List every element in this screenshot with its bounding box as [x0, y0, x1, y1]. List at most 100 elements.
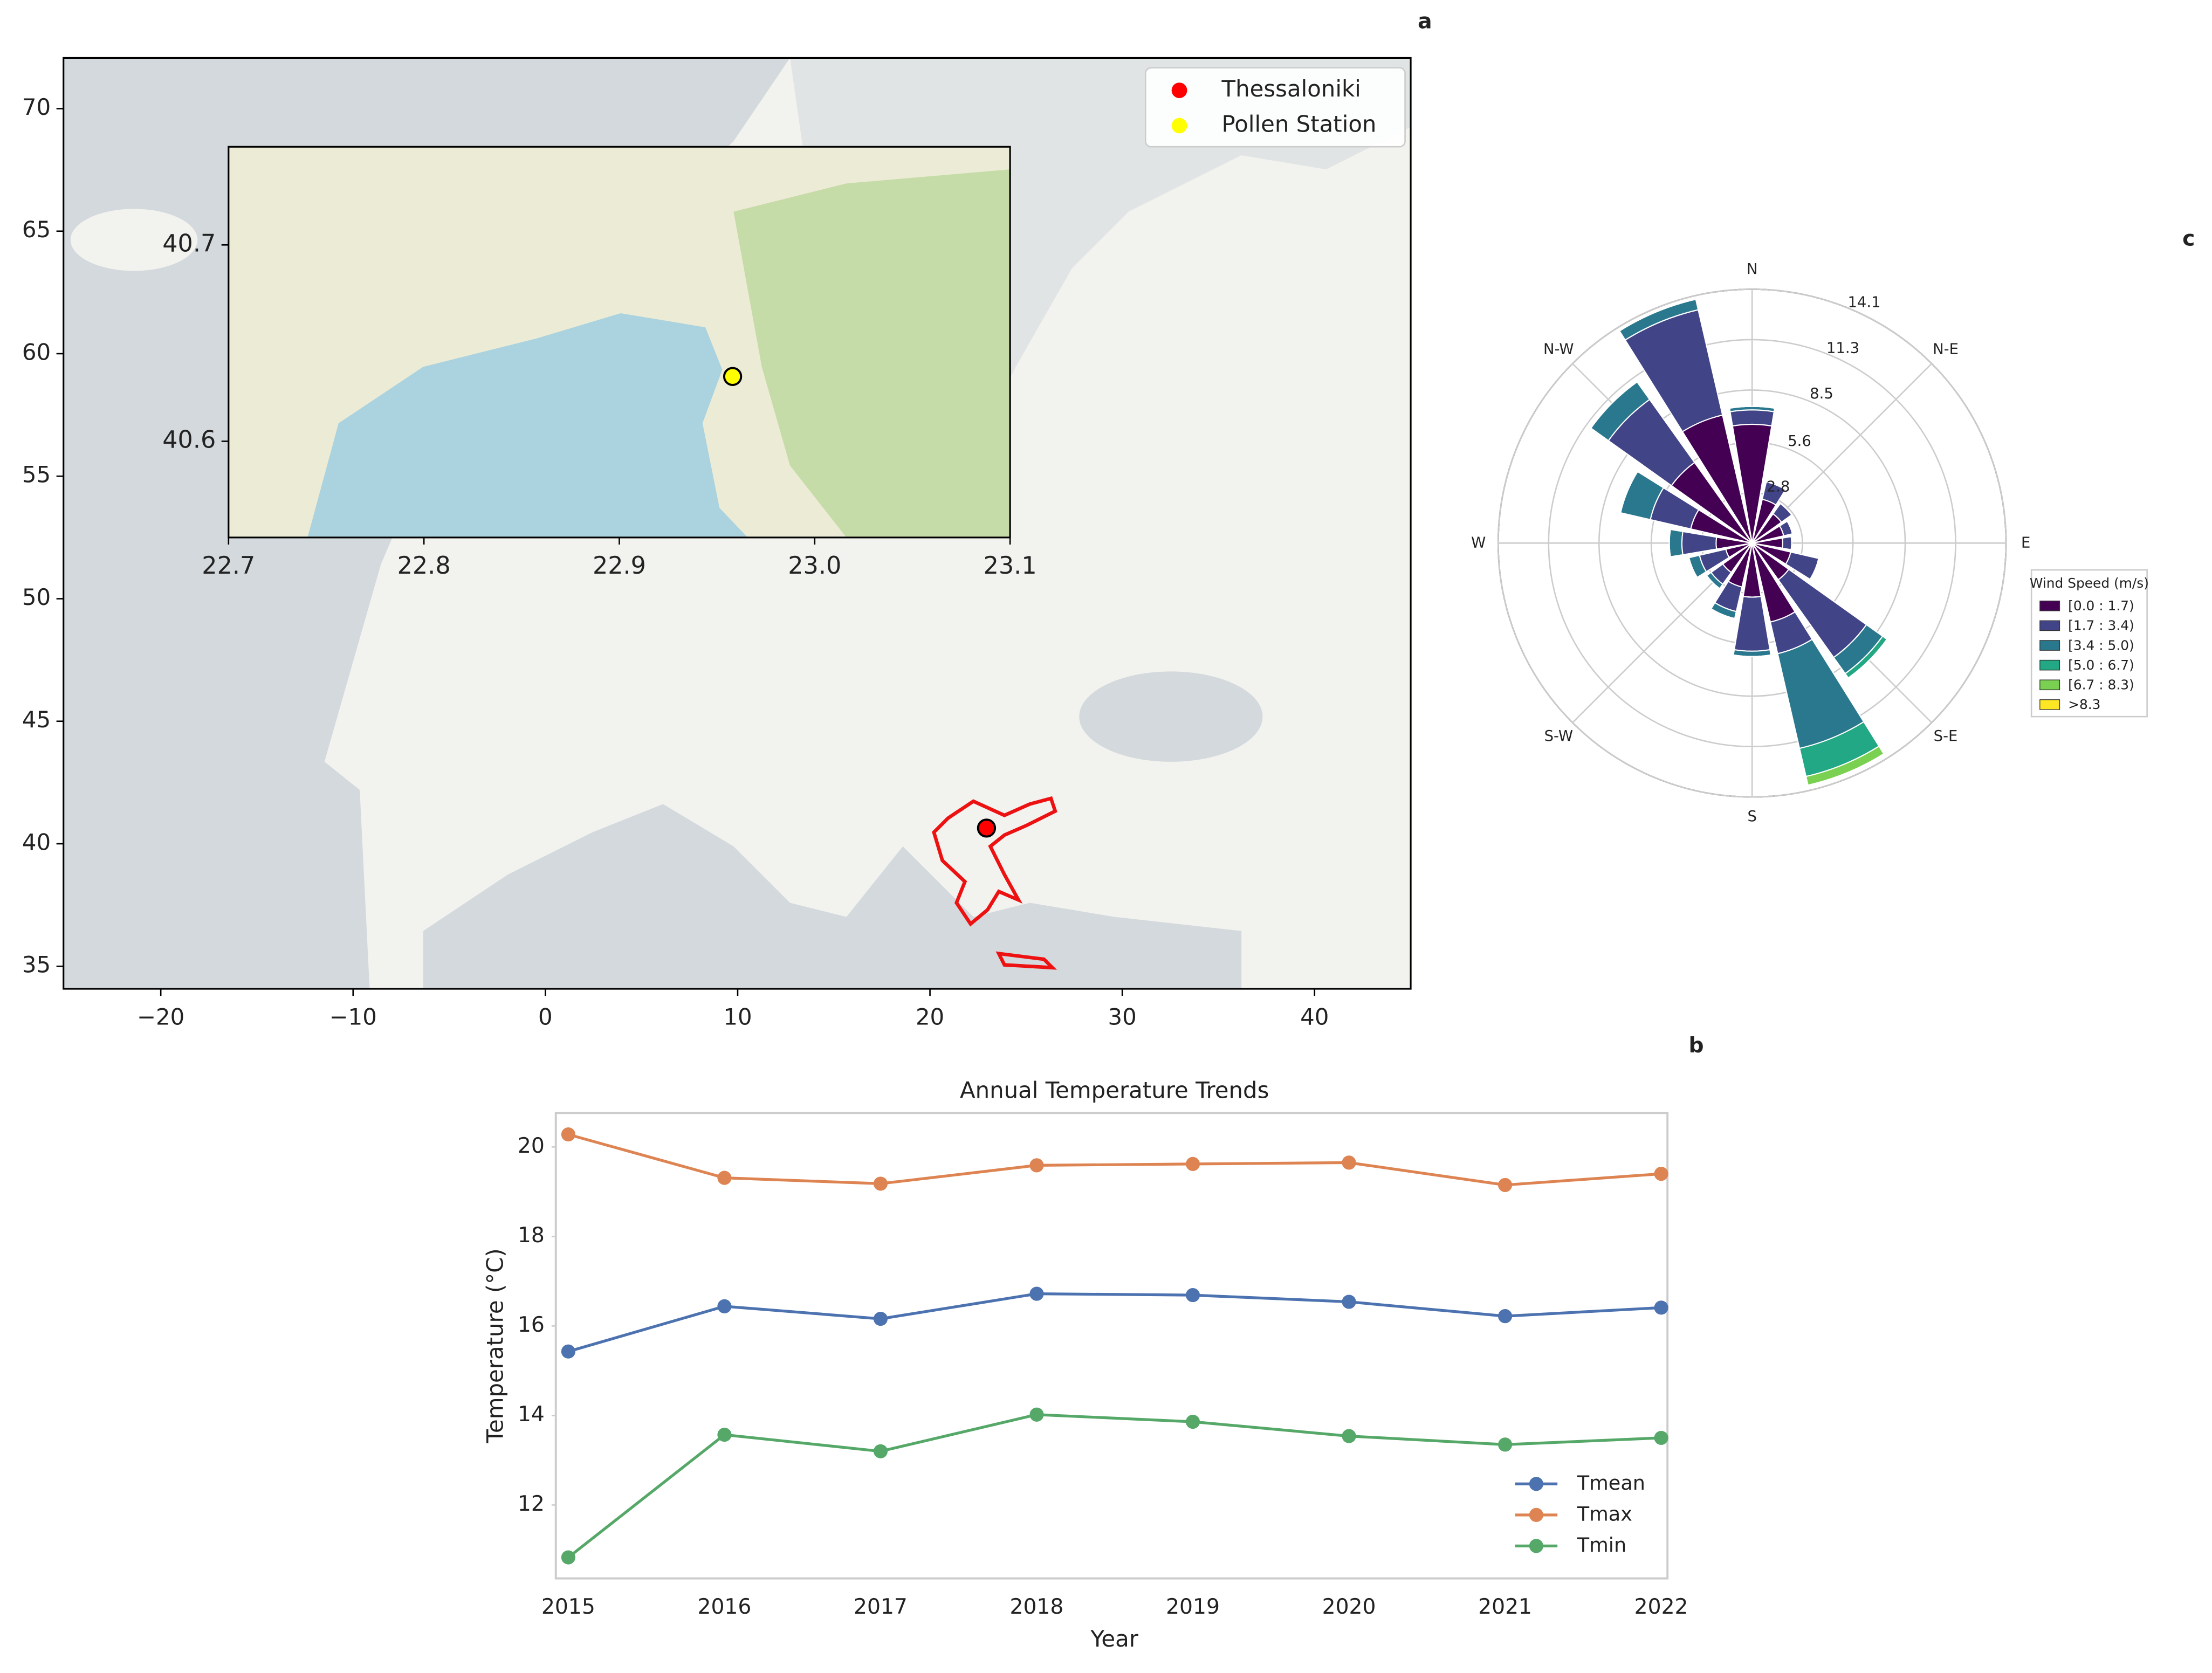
legend-swatch [2039, 699, 2060, 710]
line [567, 1413, 1661, 1559]
x-tick-label: 2016 [697, 1595, 751, 1619]
inset-forest [733, 169, 1011, 538]
y-axis-label: Temperature (°C) [482, 1248, 508, 1443]
legend-marker [1529, 1477, 1543, 1491]
y-tick-label: 40 [22, 829, 51, 855]
legend-marker [1529, 1507, 1543, 1522]
legend-marker [1171, 118, 1187, 134]
inset-x-tick-label: 23.0 [788, 552, 841, 580]
wind-segment [1668, 529, 1671, 557]
point [717, 1171, 732, 1185]
inset-x-tick-label: 22.7 [202, 552, 255, 580]
point [1029, 1158, 1044, 1173]
point [1185, 1156, 1200, 1171]
line [568, 1133, 1661, 1187]
y-tick-label: 55 [22, 462, 51, 488]
legend-swatch [2039, 659, 2060, 671]
x-tick-label: 20 [916, 1003, 944, 1030]
panel-label: b [1688, 1034, 1703, 1058]
point [1654, 1430, 1668, 1445]
legend-marker [1529, 1539, 1543, 1553]
legend-label: [6.7 : 8.3) [2068, 677, 2134, 693]
wind-legend-title: Wind Speed (m/s) [2030, 575, 2149, 591]
inset-x-tick-label: 22.8 [397, 552, 451, 580]
wind-segment [1681, 531, 1718, 556]
inset-x-tick-label: 22.9 [593, 552, 646, 580]
wind-segment [1668, 528, 1684, 557]
r-tick-label: 2.8 [1767, 479, 1790, 495]
point [1342, 1155, 1356, 1170]
x-tick-label: 40 [1300, 1003, 1329, 1030]
y-tick-label: 35 [22, 952, 51, 978]
y-tick-label: 50 [22, 584, 51, 610]
inset-y-tick-label: 40.6 [162, 426, 216, 453]
wind-segment [1809, 558, 1819, 580]
direction-label: S-E [1934, 728, 1958, 745]
legend-label: Pollen Station [1222, 111, 1377, 137]
x-tick-label: 2018 [1010, 1595, 1064, 1619]
inset-x-tick-label: 23.1 [984, 552, 1037, 580]
x-tick-label: 30 [1108, 1003, 1137, 1030]
point [1342, 1429, 1356, 1443]
point [1185, 1414, 1200, 1429]
direction-label: S-W [1544, 728, 1573, 745]
legend-swatch [2039, 679, 2060, 691]
point [717, 1299, 732, 1313]
y-tick-label: 65 [22, 216, 51, 243]
line-frame [554, 1112, 1669, 1580]
x-tick-label: 2017 [854, 1595, 908, 1619]
x-tick-label: 2022 [1634, 1595, 1688, 1619]
y-tick-label: 60 [22, 339, 51, 365]
direction-label: N [1747, 261, 1758, 278]
legend-label: Tmax [1577, 1502, 1632, 1525]
map-sea [423, 804, 1242, 989]
legend-label: >8.3 [2068, 697, 2100, 712]
x-tick-label: 2015 [541, 1595, 595, 1619]
direction-label: N-E [1933, 341, 1959, 357]
panel-label: a [1418, 10, 1432, 34]
r-tick-label: 8.5 [1810, 385, 1833, 402]
wind-segment [1733, 595, 1771, 652]
point [561, 1344, 575, 1359]
legend-swatch [2039, 640, 2060, 651]
legend-swatch [2039, 620, 2060, 631]
station-marker [723, 367, 743, 386]
wind-segment [1729, 409, 1775, 427]
y-tick-label: 20 [518, 1134, 545, 1158]
point [1654, 1300, 1668, 1315]
point [1342, 1295, 1356, 1309]
point [873, 1176, 888, 1191]
r-tick-label: 11.3 [1826, 340, 1859, 356]
wind-segment [1790, 536, 1792, 550]
x-tick-label: 2019 [1166, 1595, 1220, 1619]
y-tick-label: 12 [518, 1492, 545, 1516]
direction-label: W [1471, 534, 1486, 551]
point [873, 1444, 888, 1458]
direction-label: S [1747, 808, 1756, 825]
legend-marker [1171, 82, 1187, 98]
r-tick-label: 14.1 [1847, 294, 1880, 311]
legend-label: Thessaloniki [1221, 75, 1361, 102]
map-land [369, 754, 537, 917]
legend-label: [5.0 : 6.7) [2068, 657, 2134, 673]
point [1185, 1288, 1200, 1303]
location-marker [977, 818, 997, 838]
point [717, 1428, 732, 1442]
country-outline [932, 796, 1057, 970]
inset-sea [307, 313, 748, 538]
wind-segment [1733, 654, 1771, 657]
point [1029, 1286, 1044, 1301]
x-axis-label: Year [1090, 1626, 1138, 1652]
y-tick-label: 16 [518, 1313, 545, 1337]
legend-label: Tmean [1577, 1471, 1645, 1495]
y-tick-label: 70 [22, 94, 51, 120]
point [561, 1127, 575, 1142]
y-tick-label: 14 [518, 1402, 545, 1427]
legend-label: [3.4 : 5.0) [2068, 637, 2134, 653]
point [561, 1550, 575, 1565]
point [1654, 1167, 1668, 1181]
panel-label: c [2182, 226, 2195, 251]
